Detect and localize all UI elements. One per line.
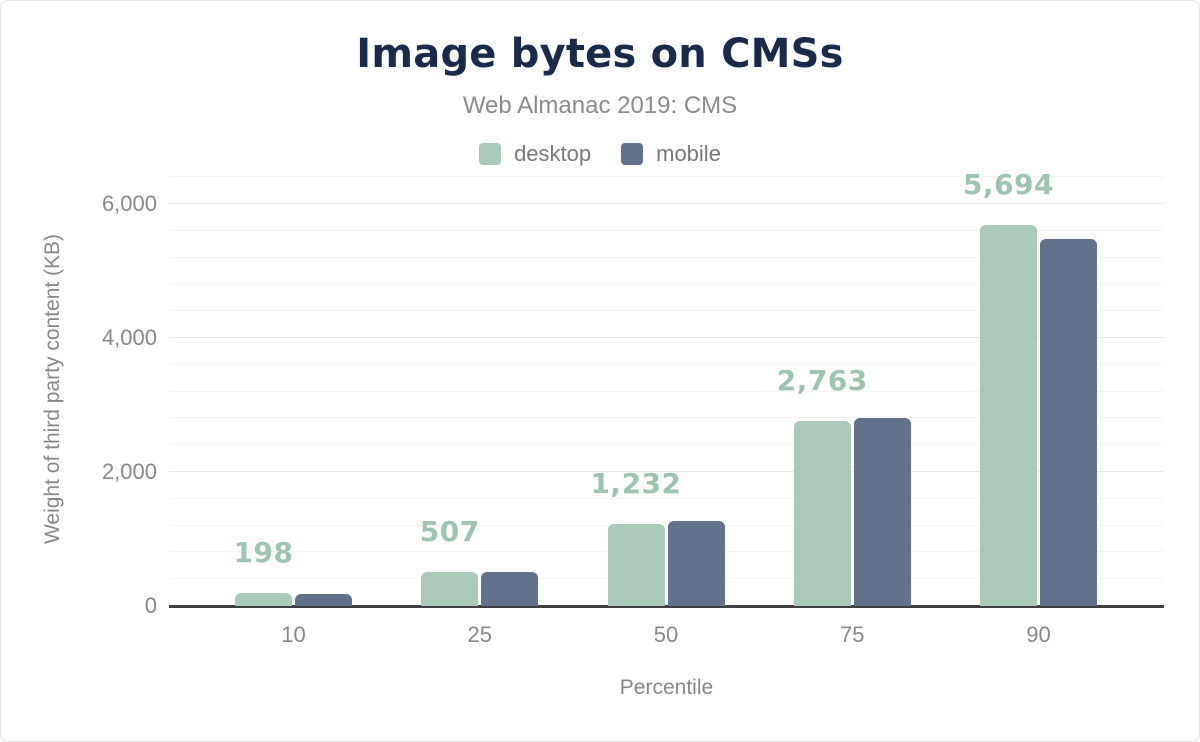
x-axis-title: Percentile (619, 676, 714, 699)
x-tick-90: 90 (1026, 622, 1051, 647)
x-tick-10: 10 (281, 622, 306, 647)
y-tick-6000: 6,000 (101, 191, 157, 217)
bar-desktop-p90 (980, 224, 1037, 606)
chart-subtitle: Web Almanac 2019: CMS (462, 92, 738, 119)
value-label-p75: 2,763 (776, 363, 868, 397)
gridline-minor-1200 (169, 524, 1164, 526)
gridline-minor-4800 (169, 283, 1164, 285)
gridline-minor-6400 (169, 176, 1164, 178)
chart-title: Image bytes on CMSs (356, 31, 844, 77)
legend-label-mobile: mobile (656, 141, 721, 166)
bar-desktop-p75 (793, 420, 851, 606)
gridline-minor-1600 (169, 497, 1164, 499)
legend-item-mobile: mobile (621, 141, 721, 167)
bar-desktop-p10 (235, 592, 292, 606)
gridline-minor-5600 (169, 229, 1164, 231)
gridline-minor-4400 (169, 310, 1164, 312)
y-tick-2000: 2,000 (101, 459, 157, 485)
gridline-minor-400 (169, 578, 1164, 580)
gridline-6000 (169, 203, 1164, 205)
value-label-p50: 1,232 (590, 466, 682, 500)
gridline-minor-2400 (169, 444, 1164, 446)
legend-swatch-desktop-icon (479, 143, 502, 165)
bar-mobile-p50 (667, 520, 725, 606)
value-label-p25: 507 (419, 515, 480, 549)
x-tick-50: 50 (653, 622, 679, 647)
value-label-p90: 5,694 (962, 167, 1055, 201)
gridline-2000 (169, 471, 1164, 473)
gridline-minor-2800 (169, 417, 1164, 419)
bar-mobile-p90 (1040, 239, 1097, 606)
x-axis-line (169, 605, 1164, 608)
gridline-4000 (169, 337, 1164, 339)
x-tick-75: 75 (840, 622, 865, 647)
bar-mobile-p25 (481, 571, 539, 606)
gridline-minor-3600 (169, 363, 1164, 365)
gridline-minor-5200 (169, 256, 1164, 258)
gridline-minor-800 (169, 551, 1164, 553)
gridline-minor-3200 (169, 390, 1164, 392)
value-label-p10: 198 (233, 535, 294, 569)
y-tick-0: 0 (144, 593, 157, 618)
legend-swatch-mobile-icon (621, 143, 644, 165)
y-tick-4000: 4,000 (101, 325, 157, 351)
bar-mobile-p10 (295, 593, 352, 606)
x-tick-25: 25 (467, 622, 492, 647)
y-axis-title: Weight of third party content (KB) (41, 233, 64, 545)
plot-area: 0 2,000 4,000 6,000 198 10 507 25 1,232 50 2,763 75… (102, 167, 1164, 647)
legend: desktop mobile (1, 141, 1199, 167)
legend-item-desktop: desktop (479, 141, 591, 167)
bar-desktop-p50 (607, 523, 665, 606)
bar-mobile-p75 (853, 418, 911, 606)
bar-desktop-p25 (421, 572, 479, 606)
legend-label-desktop: desktop (514, 141, 592, 166)
